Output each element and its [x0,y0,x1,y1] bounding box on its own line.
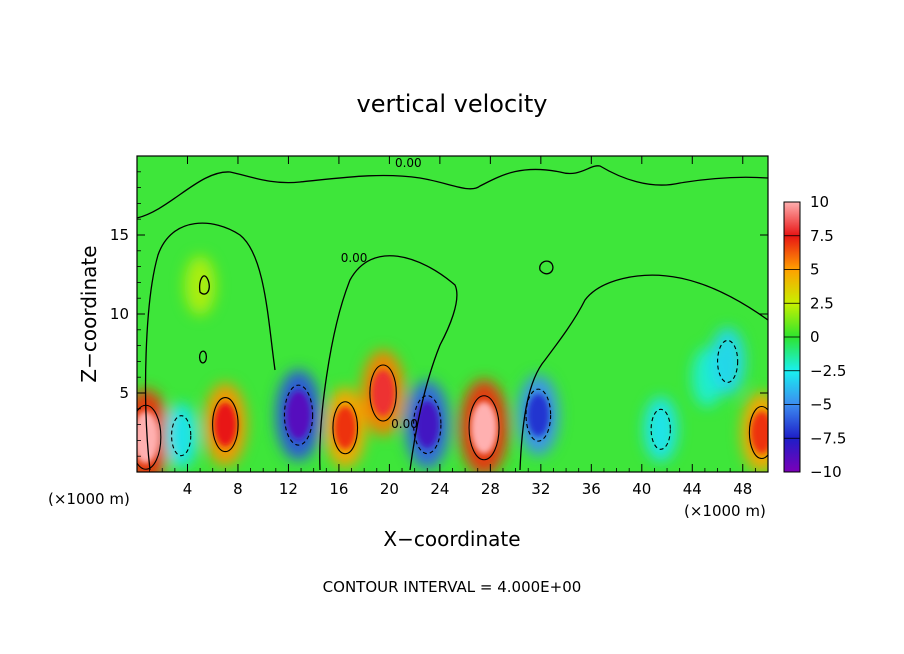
x-axis-ticks: 4 8 12 16 20 24 28 32 36 40 44 48 [149,156,756,498]
colorbar-tick-label: 2.5 [810,294,834,312]
y-axis-title: Z−coordinate [77,245,101,382]
colorbar-tick-label: 7.5 [810,227,834,245]
x-tick-label: 4 [183,480,193,498]
feature-contour [525,388,552,442]
y-tick-label: 10 [110,305,129,323]
x-tick-label: 48 [733,480,752,498]
feature-contour [332,401,359,455]
heatmap-feature-core [415,401,440,449]
heatmap-plot-area [137,156,768,472]
feature-contour [171,415,192,457]
y-axis-ticks: 5 10 15 [110,171,768,457]
zero-contour-mid [319,255,458,471]
x-tick-label: 16 [329,480,348,498]
heatmap-feature [643,396,678,462]
x-tick-label: 44 [683,480,702,498]
feature-contour [650,408,671,450]
zero-contour-left-tall [144,222,276,471]
colorbar-tick-label: 0 [810,328,820,346]
feature-contour [212,397,239,453]
heatmap-feature-core [371,370,395,416]
colorbar-tick-label: 10 [810,193,829,211]
contour-interval-note: CONTOUR INTERVAL = 4.000E+00 [323,578,582,596]
y-tick-label: 5 [119,384,129,402]
feature-contour [283,384,314,446]
heatmap-cores [137,370,768,464]
y-tick-label: 15 [110,226,129,244]
x-tick-label: 12 [279,480,298,498]
feature-contour [413,395,442,455]
heatmap-feature-core [527,393,550,437]
feature-contour [748,405,768,460]
zero-contour-blob-b [539,260,554,275]
colorbar-ticks: 10 7.5 5 2.5 0 −2.5 −5 −7.5 −10 [784,193,846,481]
heatmap-feature [164,403,198,469]
heatmap-feature [710,327,746,396]
x-axis-title: X−coordinate [383,527,520,551]
heatmap-feature-core [214,402,237,447]
x-unit-left: (×1000 m) [48,490,130,508]
feature-contour [137,404,162,470]
core-contours [137,339,768,470]
contour-label: 0.00 [391,417,418,431]
colorbar-tick-label: −7.5 [810,429,846,447]
colorbar-tick-label: −10 [810,463,842,481]
x-tick-label: 20 [380,480,399,498]
contour-labels: 0.00 0.00 0.00 [341,156,422,431]
colorbar-tick-label: −5 [810,396,832,414]
x-tick-label: 40 [632,480,651,498]
heatmap-feature-core [137,411,159,464]
x-tick-label: 28 [481,480,500,498]
x-tick-label: 8 [233,480,243,498]
x-unit-right: (×1000 m) [684,502,766,520]
contour-label: 0.00 [341,251,368,265]
feature-contour [468,395,500,461]
heatmap-feature-core [334,406,357,449]
chart-title: vertical velocity [357,90,548,118]
zero-contour-upper [137,165,768,219]
colorbar: 10 7.5 5 2.5 0 −2.5 −5 −7.5 −10 [783,193,846,481]
feature-contour [717,339,739,383]
colorbar-tick-label: −2.5 [810,362,846,380]
x-tick-label: 36 [582,480,601,498]
feature-contour [369,364,397,422]
x-tick-label: 24 [430,480,449,498]
zero-contour-right [519,274,768,471]
heatmap-feature-core [471,401,498,454]
zero-contours [137,165,768,471]
x-tick-label: 32 [531,480,550,498]
zero-contour-blob-a [198,275,210,295]
zero-contour-blob-c [198,350,208,364]
heatmap-feature-core [750,411,768,454]
colorbar-tick-label: 5 [810,261,820,279]
contour-label: 0.00 [395,156,422,170]
heatmap-feature-core [286,390,311,440]
